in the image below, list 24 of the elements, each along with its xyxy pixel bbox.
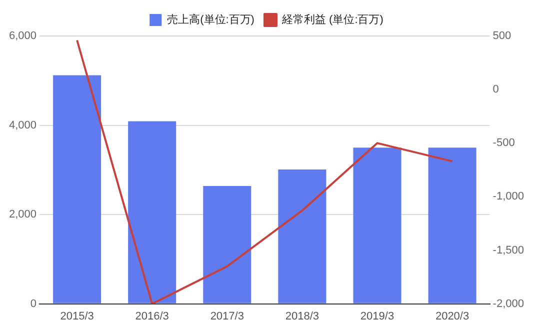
y-tick-label: 2,000 <box>8 208 37 221</box>
x-tick-label: 2018/3 <box>285 310 320 322</box>
bar <box>53 75 102 304</box>
y2-tick-label: -500 <box>492 137 515 150</box>
bar <box>278 169 326 304</box>
x-tick-label: 2020/3 <box>435 310 470 322</box>
y-tick-label: 4,000 <box>8 119 37 132</box>
x-tick-label: 2016/3 <box>135 310 169 322</box>
y2-tick-label: -1,000 <box>492 190 524 203</box>
x-tick-label: 2019/3 <box>360 310 394 322</box>
bar <box>203 186 252 304</box>
y2-tick-label: -2,000 <box>492 298 524 310</box>
y-tick-label: 0 <box>30 298 37 310</box>
y-tick-label: 6,000 <box>8 30 37 42</box>
bar <box>428 148 476 304</box>
bar <box>128 121 176 304</box>
bar <box>353 148 402 304</box>
x-tick-label: 2015/3 <box>60 310 94 322</box>
y2-tick-label: -1,500 <box>492 244 524 256</box>
x-tick-label: 2017/3 <box>210 310 244 322</box>
legend-label: 売上高(単位:百万) <box>167 13 254 26</box>
legend-label: 経常利益 (単位:百万) <box>280 13 384 26</box>
y2-tick-label: 500 <box>492 30 512 42</box>
y2-tick-label: 0 <box>492 84 499 96</box>
